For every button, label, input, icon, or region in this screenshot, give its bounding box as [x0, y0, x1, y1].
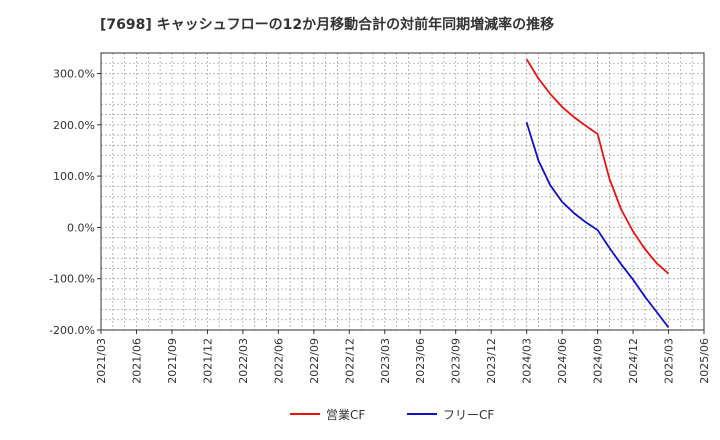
x-tick-label: 2023/12 — [485, 338, 498, 384]
y-tick-label: -200.0% — [49, 324, 95, 337]
series-line-free-cf — [525, 122, 670, 328]
x-tick-label: 2022/06 — [272, 338, 285, 384]
x-tick-label: 2021/09 — [166, 338, 179, 384]
x-tick-label: 2024/03 — [521, 338, 534, 384]
x-tick-label: 2021/06 — [130, 338, 143, 384]
x-tick-label: 2025/06 — [698, 338, 711, 384]
x-tick-label: 2024/09 — [592, 338, 605, 384]
y-tick-label: -100.0% — [49, 273, 95, 286]
x-tick-label: 2025/03 — [663, 338, 676, 384]
x-tick-label: 2024/12 — [627, 338, 640, 384]
x-tick-label: 2021/03 — [95, 338, 108, 384]
y-tick-label: 0.0% — [67, 221, 95, 234]
y-tick-label: 200.0% — [53, 119, 95, 132]
plot-area-frame — [100, 52, 705, 331]
y-tick-label: 100.0% — [53, 170, 95, 183]
chart-title: [7698] キャッシュフローの12か月移動合計の対前年同期増減率の推移 — [100, 17, 555, 33]
x-tick-label: 2024/06 — [556, 338, 569, 384]
series-line-operating-cf — [525, 58, 670, 275]
x-tick-label: 2023/09 — [450, 338, 463, 384]
x-tick-label: 2021/12 — [201, 338, 214, 384]
x-tick-label: 2022/09 — [308, 338, 321, 384]
x-tick-label: 2022/03 — [237, 338, 250, 384]
x-tick-label: 2023/03 — [379, 338, 392, 384]
x-tick-label: 2022/12 — [343, 338, 356, 384]
legend-label: 営業CF — [326, 408, 365, 422]
legend-label: フリーCF — [443, 408, 494, 422]
y-tick-label: 300.0% — [53, 68, 95, 81]
x-tick-label: 2023/06 — [414, 338, 427, 384]
